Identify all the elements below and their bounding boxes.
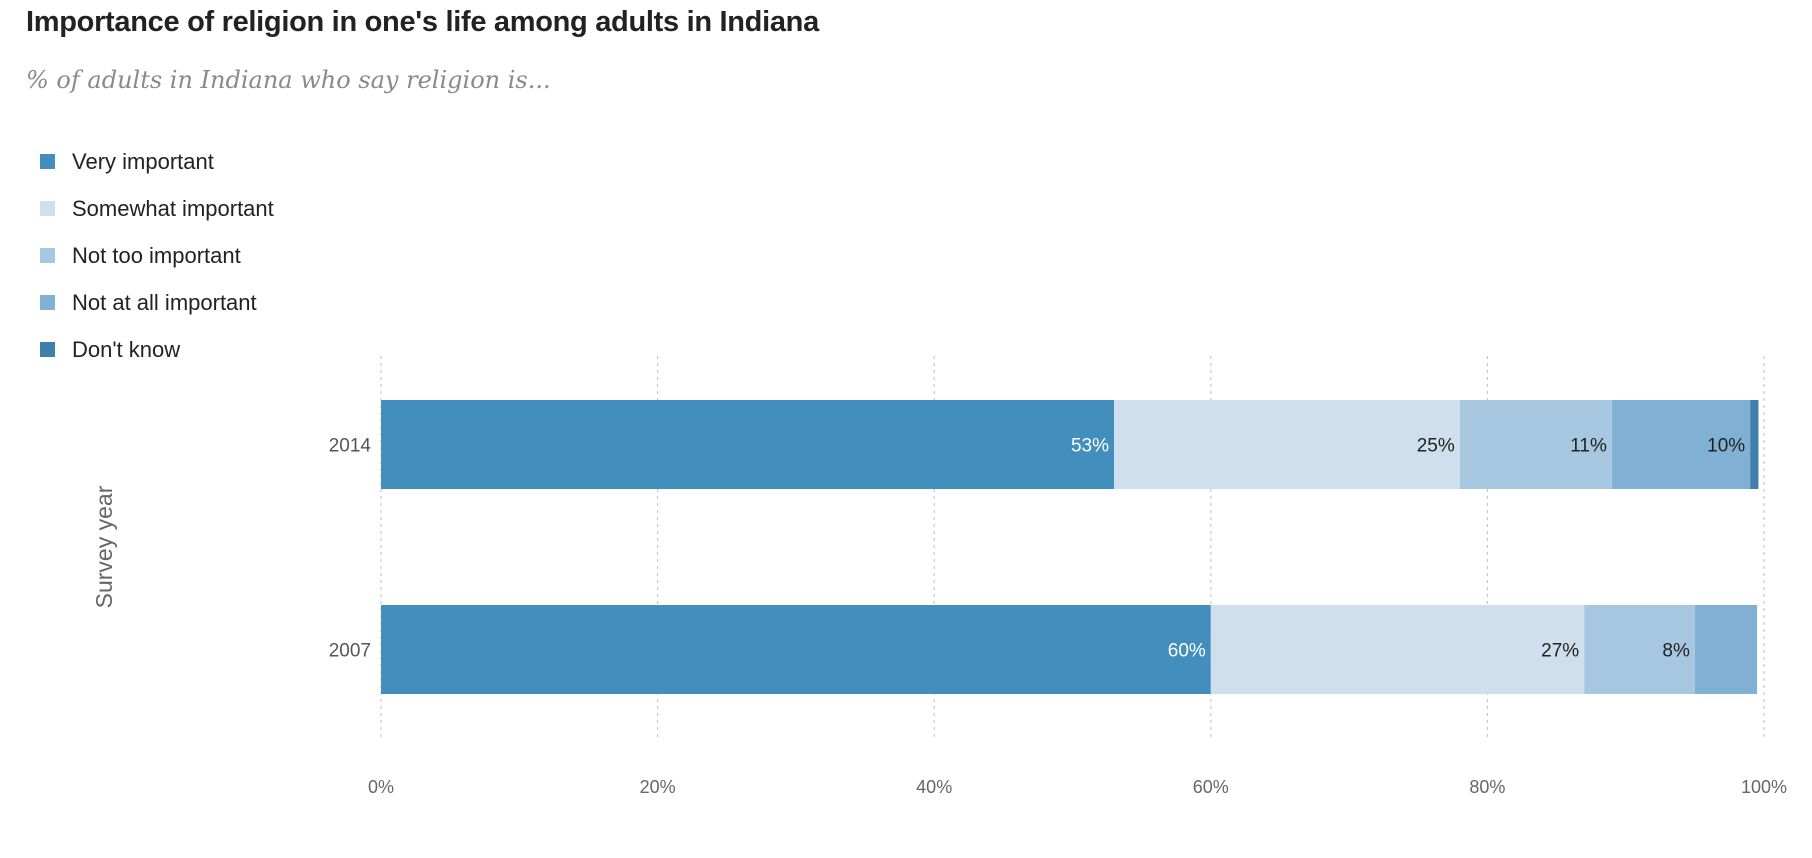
- data-label: 60%: [1168, 641, 1206, 662]
- bar-segment: [381, 605, 1211, 694]
- y-axis-title: Survey year: [91, 485, 117, 608]
- legend-item: Somewhat important: [40, 185, 274, 232]
- legend-swatch: [40, 248, 55, 263]
- legend-swatch: [40, 201, 55, 216]
- chart-subtitle: % of adults in Indiana who say religion …: [26, 66, 551, 94]
- x-tick-label: 0%: [368, 777, 394, 797]
- legend-label: Not too important: [72, 242, 241, 268]
- x-tick-label: 40%: [916, 777, 952, 797]
- legend-swatch: [40, 342, 55, 357]
- legend-item: Not at all important: [40, 279, 274, 326]
- bar-segment: [1750, 400, 1759, 489]
- data-label: 11%: [1570, 436, 1607, 457]
- bar-segment: [1694, 605, 1758, 694]
- legend-item: Very important: [40, 138, 274, 185]
- legend-label: Very important: [72, 148, 214, 174]
- x-tick-label: 60%: [1193, 777, 1229, 797]
- bar-segment: [1611, 400, 1751, 489]
- data-label: 25%: [1417, 436, 1455, 457]
- legend-swatch: [40, 154, 55, 169]
- chart-title: Importance of religion in one's life amo…: [26, 6, 819, 38]
- legend-item: Don't know: [40, 326, 274, 373]
- data-label: 10%: [1707, 436, 1745, 457]
- bar-segment: [1113, 400, 1460, 489]
- data-label: 27%: [1541, 641, 1579, 662]
- legend-label: Not at all important: [72, 289, 257, 315]
- x-tick-label: 20%: [640, 777, 676, 797]
- data-label: 53%: [1071, 436, 1109, 457]
- bar-segment: [1584, 605, 1695, 694]
- legend-label: Don't know: [72, 336, 181, 362]
- x-tick-label: 100%: [1741, 777, 1787, 797]
- bar-segment: [1459, 400, 1612, 489]
- legend-label: Somewhat important: [72, 195, 274, 221]
- category-label: 2007: [329, 641, 371, 662]
- bar-segment: [1210, 605, 1585, 694]
- chart-legend: Very important Somewhat important Not too …: [40, 138, 274, 373]
- bar-segment: [381, 400, 1114, 489]
- data-label: 8%: [1662, 641, 1690, 662]
- legend-swatch: [40, 295, 55, 310]
- x-tick-label: 80%: [1469, 777, 1505, 797]
- legend-item: Not too important: [40, 232, 274, 279]
- category-label: 2014: [329, 436, 372, 457]
